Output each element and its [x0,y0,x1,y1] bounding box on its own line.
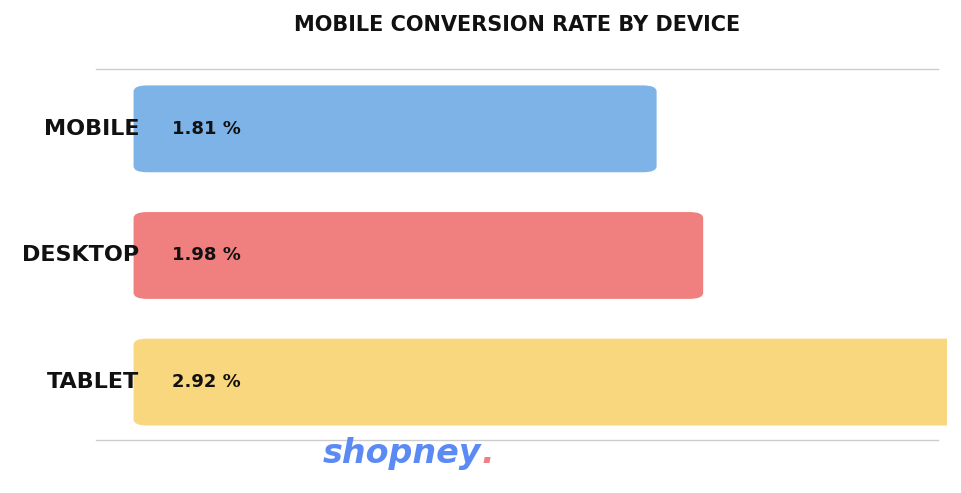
Text: DESKTOP: DESKTOP [22,246,139,265]
FancyBboxPatch shape [134,339,960,425]
Text: 1.98 %: 1.98 % [172,246,240,264]
FancyBboxPatch shape [134,85,656,172]
FancyBboxPatch shape [134,212,702,299]
Text: .: . [480,437,493,470]
Text: 2.92 %: 2.92 % [172,373,240,391]
Text: MOBILE: MOBILE [43,119,139,139]
Text: 1.81 %: 1.81 % [172,120,240,138]
Text: shopney: shopney [322,437,480,470]
Title: MOBILE CONVERSION RATE BY DEVICE: MOBILE CONVERSION RATE BY DEVICE [294,15,739,35]
Text: TABLET: TABLET [47,372,139,392]
